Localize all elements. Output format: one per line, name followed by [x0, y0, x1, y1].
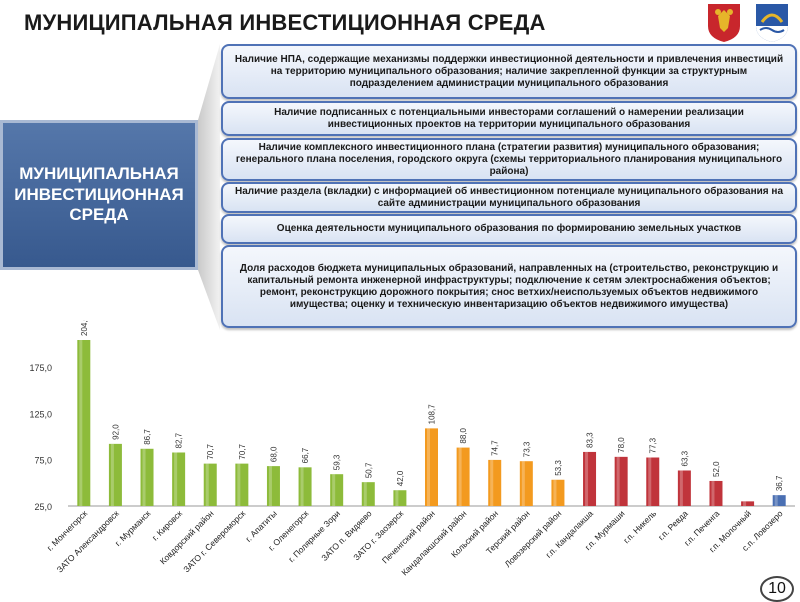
- bar: [456, 447, 470, 506]
- bar-highlight: [332, 474, 336, 506]
- bar-highlight: [110, 443, 114, 506]
- bar-highlight: [774, 495, 778, 506]
- bar: [393, 490, 407, 506]
- russia-coat-of-arms-icon: [704, 0, 744, 44]
- bar: [646, 457, 660, 506]
- bar-highlight: [300, 467, 304, 506]
- bar: [330, 474, 344, 506]
- y-tick-label: 25,0: [34, 502, 52, 512]
- bar-highlight: [585, 451, 589, 506]
- bar-value-label: 66,7: [301, 447, 310, 463]
- category-label: Печенгский район: [380, 508, 437, 565]
- criterion-item: Оценка деятельности муниципального образ…: [221, 214, 797, 244]
- bar: [741, 501, 755, 506]
- bar: [108, 443, 122, 506]
- bar-value-label: 92,0: [111, 424, 120, 440]
- bar: [614, 456, 628, 506]
- bar: [361, 482, 375, 506]
- bar: [77, 340, 91, 506]
- bar: [488, 459, 502, 506]
- bar: [140, 448, 154, 506]
- bar-value-label: 83,3: [586, 432, 595, 448]
- bar-value-label: 204,0: [80, 320, 89, 336]
- page-number: 10: [760, 576, 794, 602]
- criterion-item: Наличие НПА, содержащие механизмы поддер…: [221, 44, 797, 99]
- murmansk-region-coat-of-arms-icon: [752, 0, 792, 44]
- bar-value-label: 42,0: [396, 470, 405, 486]
- criterion-item: Наличие комплексного инвестиционного пла…: [221, 138, 797, 181]
- bar-highlight: [205, 463, 209, 506]
- bar-highlight: [363, 482, 367, 506]
- y-tick-label: 175,0: [29, 363, 52, 373]
- bar-highlight: [427, 428, 430, 506]
- bar: [519, 461, 533, 506]
- bar-highlight: [79, 340, 83, 506]
- bar-highlight: [174, 452, 178, 506]
- bar: [172, 452, 186, 506]
- bar-highlight: [743, 501, 747, 506]
- bar-value-label: 70,7: [206, 443, 215, 459]
- criterion-item: Наличие подписанных с потенциальными инв…: [221, 101, 797, 136]
- bar-value-label: 52,0: [712, 461, 721, 477]
- category-label: ЗАТО г. Североморск: [181, 508, 247, 574]
- bar-highlight: [268, 466, 272, 506]
- bar: [551, 479, 565, 506]
- bar: [235, 463, 249, 506]
- y-tick-label: 75,0: [34, 456, 52, 466]
- page-title: МУНИЦИПАЛЬНАЯ ИНВЕСТИЦИОННАЯ СРЕДА: [24, 10, 546, 35]
- bar-highlight: [616, 456, 620, 506]
- bar-highlight: [395, 490, 399, 506]
- bar: [677, 470, 691, 506]
- bar: [709, 480, 723, 506]
- bar-highlight: [679, 470, 683, 506]
- bar-value-label: 88,0: [459, 427, 468, 443]
- category-label: Ковдорский район: [158, 508, 216, 566]
- municipal-investment-environment-label: МУНИЦИПАЛЬНАЯ ИНВЕСТИЦИОННАЯ СРЕДА: [0, 120, 198, 270]
- bar-value-label: 78,0: [617, 437, 626, 453]
- y-tick-label: 125,0: [29, 409, 52, 419]
- bar-highlight: [490, 459, 494, 506]
- bar: [298, 467, 312, 506]
- bar-value-label: 73,3: [522, 441, 531, 457]
- bar: [203, 463, 217, 506]
- bar: [772, 495, 786, 506]
- bar: [266, 466, 280, 506]
- bar-value-label: 108,7: [428, 404, 437, 425]
- bar-highlight: [553, 479, 557, 506]
- bar-value-label: 77,3: [649, 437, 658, 453]
- bar-value-label: 86,7: [143, 429, 152, 445]
- bar-value-label: 63,3: [680, 450, 689, 466]
- category-label: ЗАТО Александровск: [55, 508, 121, 574]
- category-label: Ловозерский район: [502, 508, 563, 569]
- criterion-item: Доля расходов бюджета муниципальных обра…: [221, 245, 797, 328]
- bar-value-label: 82,7: [175, 432, 184, 448]
- bar-highlight: [711, 480, 715, 506]
- bar-highlight: [648, 457, 652, 506]
- bar-value-label: 59,3: [333, 454, 342, 470]
- bar-value-label: 74,7: [491, 440, 500, 456]
- bar-value-label: 53,3: [554, 460, 563, 476]
- bar: [583, 451, 597, 506]
- bar-highlight: [142, 448, 146, 506]
- connector-arrow: [198, 44, 220, 330]
- criterion-item: Наличие раздела (вкладки) с информацией …: [221, 182, 797, 213]
- bar: [425, 428, 438, 506]
- bar-value-label: 68,0: [269, 446, 278, 462]
- bar-value-label: 50,7: [364, 462, 373, 478]
- bar-value-label: 36,7: [775, 475, 784, 491]
- bar-highlight: [237, 463, 241, 506]
- category-label: г.п. Никель: [621, 508, 658, 545]
- bar-value-label: 70,7: [238, 443, 247, 459]
- bar-highlight: [521, 461, 525, 506]
- bar-highlight: [458, 447, 462, 506]
